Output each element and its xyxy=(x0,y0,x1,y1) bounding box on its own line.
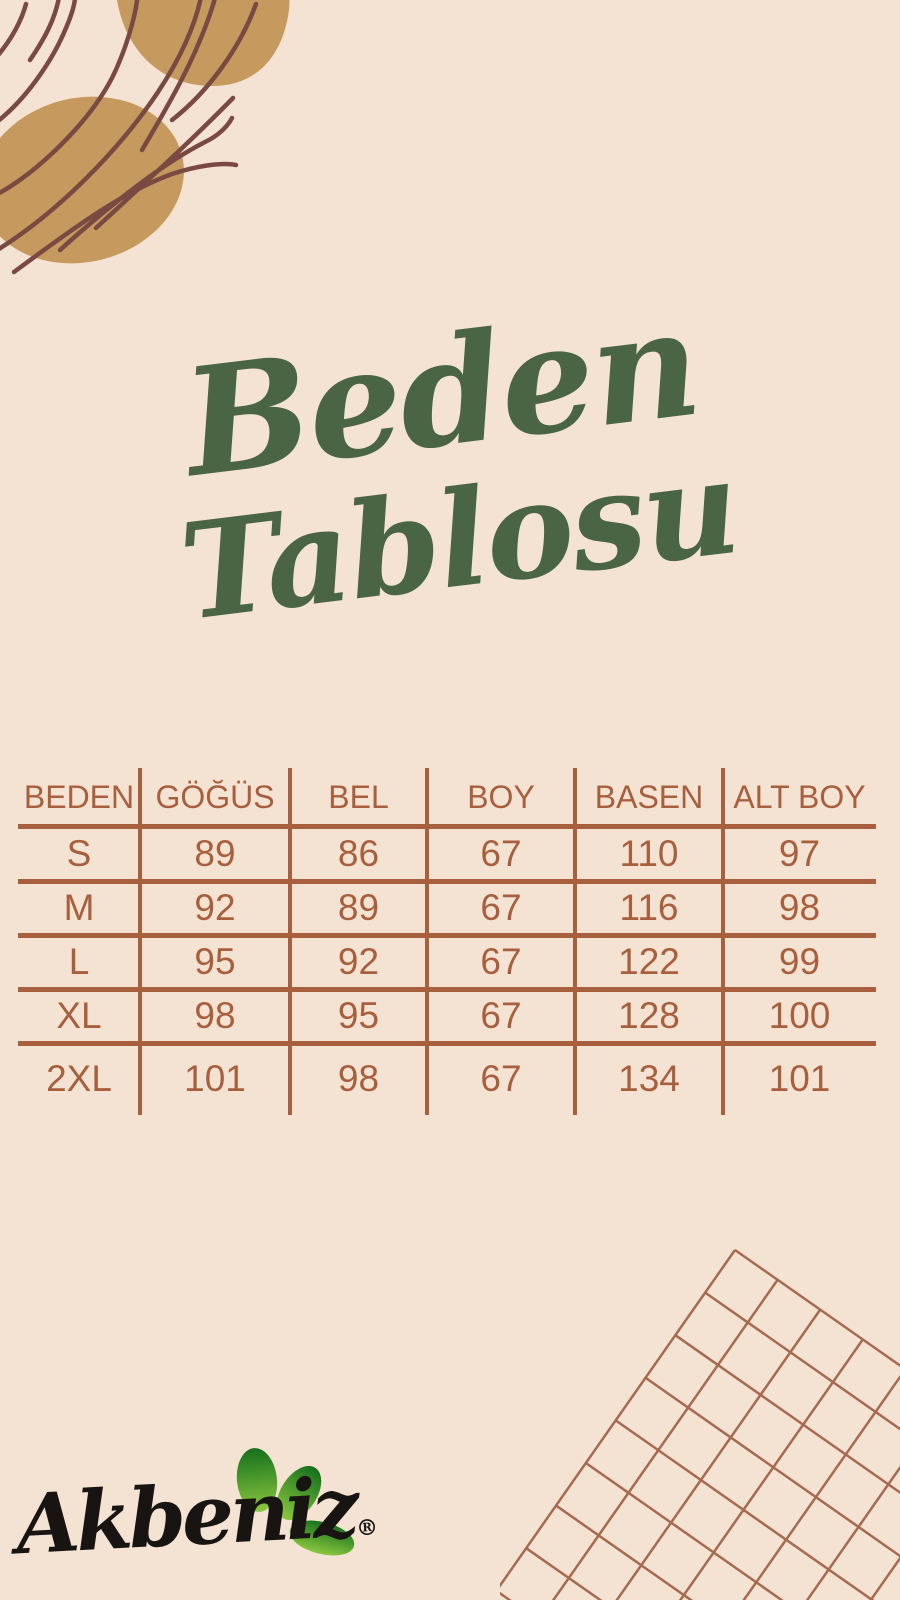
table-cell: 98 xyxy=(194,995,236,1036)
table-header-cell: BOY xyxy=(467,778,535,815)
bottom-right-grid-pattern xyxy=(500,1248,900,1600)
table-cell: 89 xyxy=(337,887,380,928)
branch-lines xyxy=(0,0,259,275)
page-title: Beden Tablosu xyxy=(0,262,900,667)
table-grid-line-horizontal xyxy=(18,1041,876,1046)
table-cell: 67 xyxy=(480,995,522,1036)
table-header-cell: BASEN xyxy=(594,778,704,815)
table-cell: 95 xyxy=(194,941,236,982)
registered-mark: ® xyxy=(355,1514,379,1542)
table-cell: 116 xyxy=(619,887,679,928)
table-cell: 100 xyxy=(768,995,831,1036)
table-cell: 95 xyxy=(337,995,380,1036)
size-table-grid: BEDEN GÖĞÜS BEL BOY BASEN ALT BOY S 89 8… xyxy=(18,768,876,1115)
table-grid-line-vertical xyxy=(288,768,292,1115)
grid-lines xyxy=(500,1248,900,1600)
table-cell: S xyxy=(66,832,92,874)
table-cell: 98 xyxy=(337,1058,380,1099)
top-left-decoration xyxy=(0,0,290,275)
table-cell: M xyxy=(63,887,95,928)
table-grid-line-vertical xyxy=(721,768,725,1115)
table-grid-line-vertical xyxy=(138,768,142,1115)
table-cell: XL xyxy=(56,995,102,1036)
table-cell: 97 xyxy=(778,832,821,874)
blob-shape xyxy=(117,0,290,86)
table-header-cell: BEL xyxy=(328,778,389,815)
table-grid-line-horizontal xyxy=(18,824,876,829)
table-cell: 110 xyxy=(619,832,679,874)
table-cell: 67 xyxy=(480,887,522,928)
brand-name-text: Akbeniz xyxy=(13,1459,358,1574)
brand-name: Akbeniz® xyxy=(14,1459,380,1574)
table-cell: 67 xyxy=(480,832,522,874)
table-cell: 67 xyxy=(480,941,522,982)
leaf-icon xyxy=(236,1448,355,1556)
table-cell: 2XL xyxy=(46,1058,112,1099)
table-header-cell: GÖĞÜS xyxy=(155,778,275,815)
brand-logo: Akbeniz® xyxy=(0,1418,420,1600)
table-grid-line-horizontal xyxy=(18,933,876,938)
table-cell: 134 xyxy=(618,1058,680,1099)
blob-shape xyxy=(0,96,184,264)
table-cell: 99 xyxy=(778,941,821,982)
table-grid-line-vertical xyxy=(573,768,577,1115)
table-cell: 92 xyxy=(337,941,380,982)
table-cell: 67 xyxy=(480,1058,522,1099)
table-cell: 92 xyxy=(194,887,236,928)
table-grid-line-horizontal xyxy=(18,987,876,992)
table-cell: L xyxy=(68,941,90,982)
table-cell: 101 xyxy=(768,1058,831,1099)
table-cell: 101 xyxy=(184,1058,246,1099)
table-cell: 122 xyxy=(618,941,680,982)
table-cell: 86 xyxy=(337,832,380,874)
table-cell: 98 xyxy=(778,887,821,928)
size-table: BEDEN GÖĞÜS BEL BOY BASEN ALT BOY S 89 8… xyxy=(18,768,876,1115)
table-header-cell: BEDEN xyxy=(23,778,135,815)
table-cell: 89 xyxy=(194,832,236,874)
table-cell: 128 xyxy=(618,995,680,1036)
table-header-cell: ALT BOY xyxy=(733,778,866,815)
table-grid-line-horizontal xyxy=(18,879,876,884)
table-grid-line-vertical xyxy=(425,768,429,1115)
